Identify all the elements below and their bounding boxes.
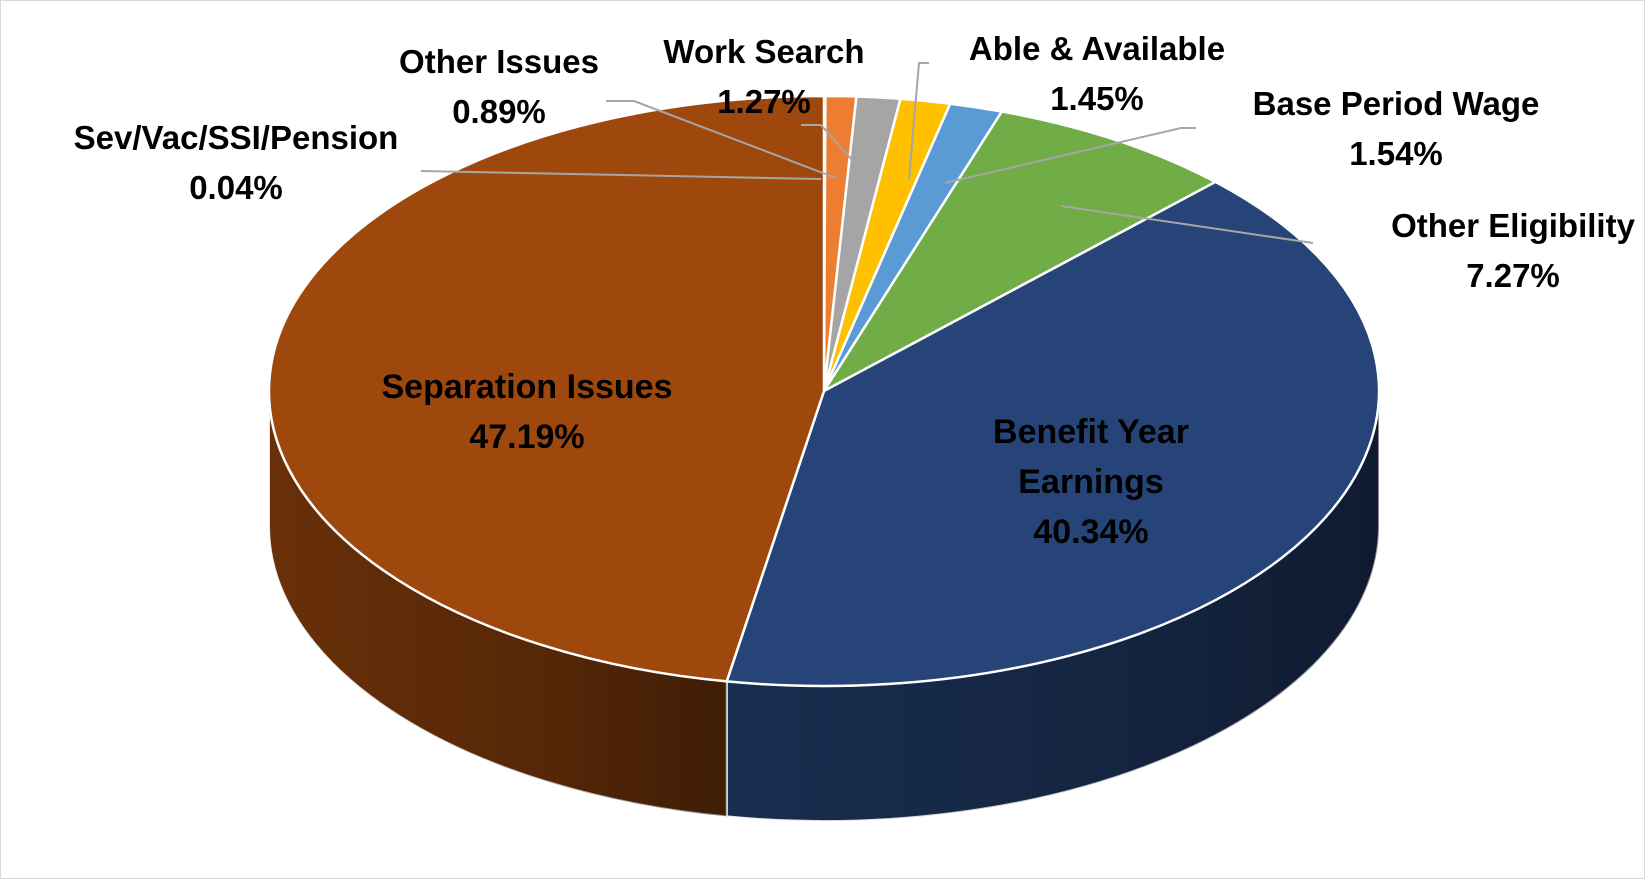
pie-slice-5 <box>822 110 1217 393</box>
slice-label-6-line-0: Benefit Year <box>993 413 1189 451</box>
leader-lines <box>420 62 1314 244</box>
pie-top-layer <box>267 94 1381 688</box>
slice-label-5-line-0: Other Eligibility <box>1391 207 1636 244</box>
pie-slice-6 <box>725 180 1381 688</box>
slice-label-3-line-1: 1.45% <box>1050 80 1144 117</box>
slice-label-2-line-0: Work Search <box>663 33 864 70</box>
slice-label-0-line-0: Sev/Vac/SSI/Pension <box>74 119 399 156</box>
slice-label-1-line-1: 0.89% <box>452 93 546 130</box>
leader-line-4 <box>944 127 1196 184</box>
slice-label-6-line-1: Earnings <box>1018 463 1163 501</box>
pie-side-shade-7 <box>268 391 727 817</box>
slice-labels: Sev/Vac/SSI/Pension 0.04% Other Issues 0.89… <box>74 30 1636 551</box>
leader-line-1 <box>606 100 837 179</box>
slice-label-7-line-0: Separation Issues <box>381 368 672 406</box>
slice-label-4-line-0: Base Period Wage <box>1253 85 1540 122</box>
leader-line-3 <box>908 62 929 180</box>
slice-label-2-line-1: 1.27% <box>717 83 811 120</box>
slice-label-6-line-2: 40.34% <box>1033 513 1148 551</box>
pie-slice-7 <box>267 94 826 683</box>
leader-line-0 <box>420 170 822 180</box>
slice-label-7-line-1: 47.19% <box>469 418 584 456</box>
slice-label-5-line-1: 7.27% <box>1466 257 1560 294</box>
slice-label-3-line-0: Able & Available <box>969 30 1225 67</box>
leader-line-2 <box>801 124 870 180</box>
slice-label-0-line-1: 0.04% <box>189 169 283 206</box>
slice-label-4-line-1: 1.54% <box>1349 135 1443 172</box>
pie-side-shade-6 <box>726 391 1379 821</box>
slice-label-1-line-0: Other Issues <box>399 43 599 80</box>
leader-line-5 <box>1060 205 1314 244</box>
